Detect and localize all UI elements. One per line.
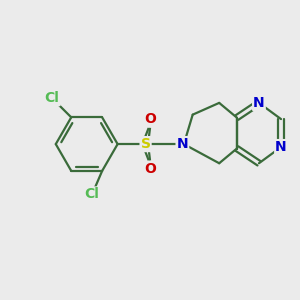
Text: N: N [275,140,287,154]
Text: Cl: Cl [45,91,59,105]
Text: O: O [145,112,157,126]
Text: N: N [253,96,265,110]
Text: O: O [145,162,157,176]
Text: Cl: Cl [84,188,99,201]
Text: N: N [177,137,188,151]
Text: S: S [141,137,151,151]
